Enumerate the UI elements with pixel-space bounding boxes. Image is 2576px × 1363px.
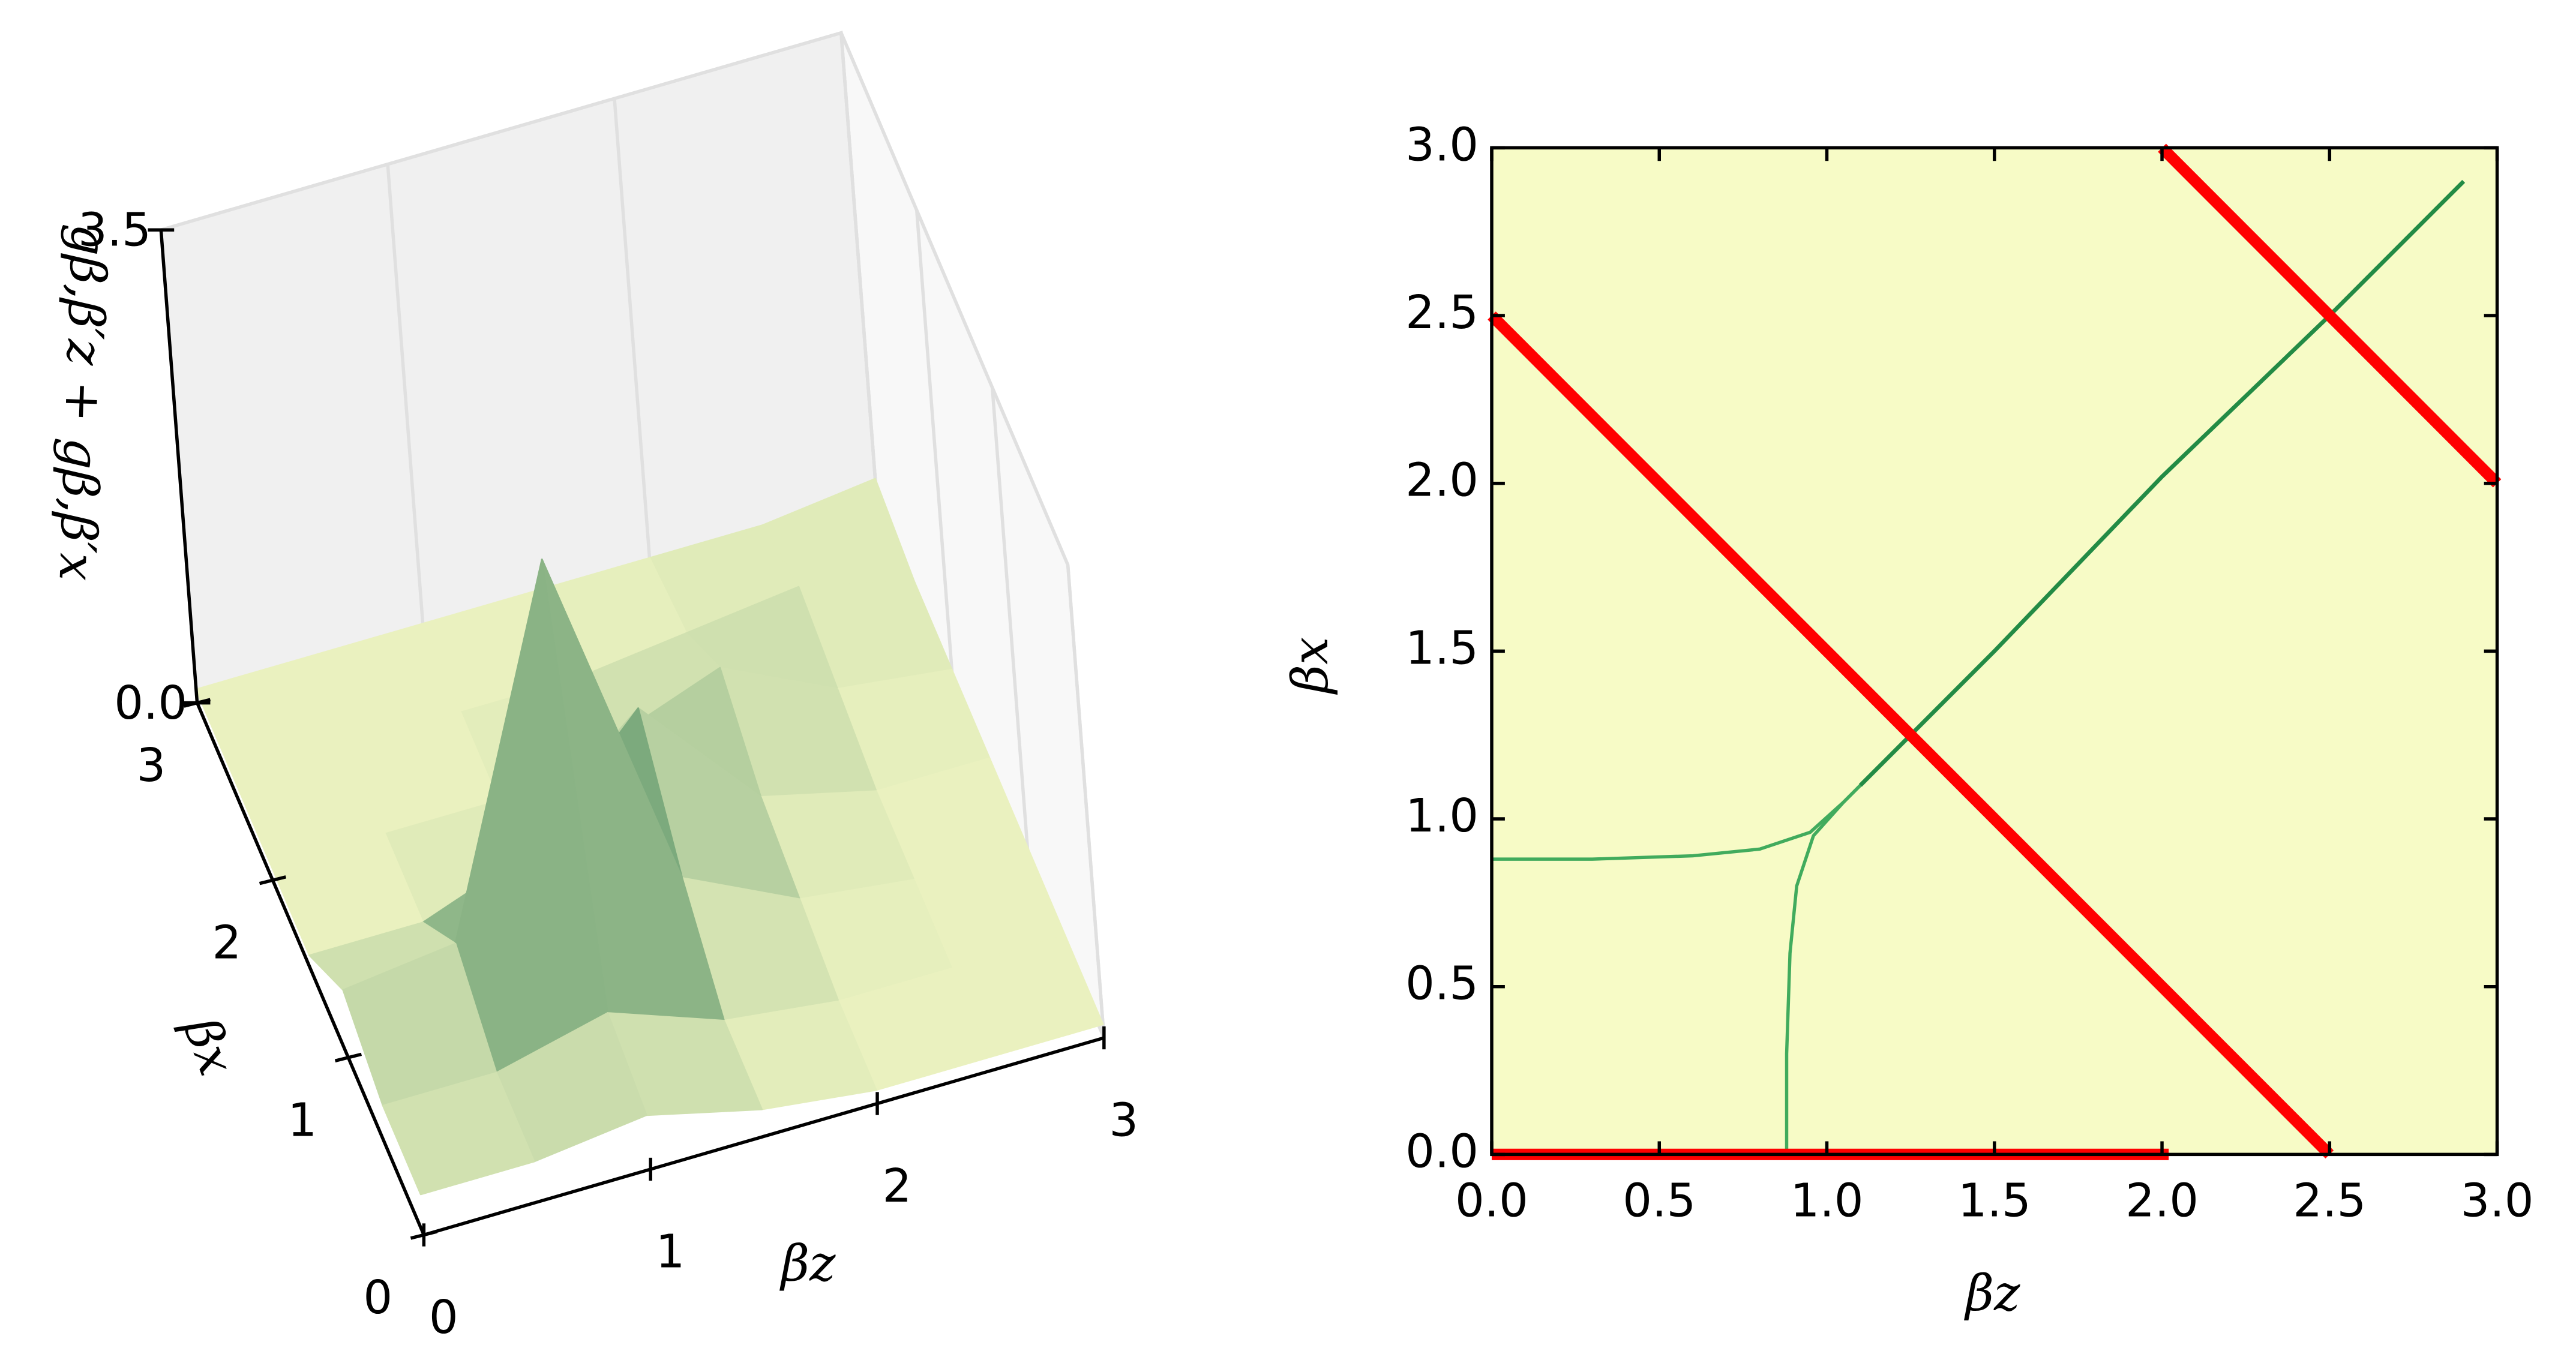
grid-line xyxy=(386,164,426,638)
x-tick-label: 2.0 xyxy=(2125,1174,2199,1227)
surface-patch xyxy=(382,1071,535,1196)
x-tick-label: 1 xyxy=(656,1225,685,1278)
x-tick-label: 0.0 xyxy=(1455,1174,1528,1227)
series-line xyxy=(2158,143,2502,488)
x-axis-label: βz xyxy=(779,1236,836,1293)
y-axis-label: βx xyxy=(1282,637,1339,695)
z-tick-label: 0.0 xyxy=(114,677,187,730)
y-tick-label: 0.0 xyxy=(1405,1125,1479,1178)
series-line xyxy=(1858,179,2466,787)
y-tick-label: 2.0 xyxy=(1405,454,1479,508)
x-tick-label: 1.5 xyxy=(1958,1174,2031,1227)
plot-3d: 0 1 2 3 0 1 2 3 0.0 3.5 xyxy=(78,31,1138,1344)
x-tick-label: 0.5 xyxy=(1623,1174,1696,1227)
y-tick-label: 1.0 xyxy=(1405,789,1479,843)
x-tick-label: 3.0 xyxy=(2461,1174,2534,1227)
plot-2d: 0.0 0.5 1.0 1.5 2.0 2.5 3.0 0.0 0.5 1.0 1.5 2.0 2.5 3… xyxy=(1405,118,2533,1227)
y-axis-label: βx xyxy=(172,1008,245,1082)
grid-line xyxy=(990,387,1030,861)
y-tick-label: 0.5 xyxy=(1405,957,1479,1011)
grid-line xyxy=(915,210,955,683)
x-tick-label: 0 xyxy=(429,1291,458,1344)
y-tick-label: 3.0 xyxy=(1405,118,1479,172)
x-tick-label: 2 xyxy=(882,1160,911,1213)
y-tick-label: 1 xyxy=(287,1094,317,1147)
axis-line xyxy=(423,1036,1105,1237)
grid-line xyxy=(839,32,879,506)
y-tick-label: 2 xyxy=(212,917,241,970)
tick-mark xyxy=(334,1052,362,1062)
y-tick-label: 0 xyxy=(363,1271,392,1325)
z-tick-label: 3.5 xyxy=(78,204,151,257)
x-tick-label: 3 xyxy=(1109,1094,1138,1147)
series-line xyxy=(1488,311,2334,1159)
y-tick-label: 3 xyxy=(137,739,166,792)
y-tick-label: 1.5 xyxy=(1405,622,1479,675)
series-line xyxy=(1785,784,1862,1155)
axis-line xyxy=(196,702,425,1236)
x-axis-label: βz xyxy=(1964,1265,2020,1322)
x-tick-label: 2.5 xyxy=(2293,1174,2366,1227)
tick-mark xyxy=(259,875,287,885)
grid-line xyxy=(1066,565,1106,1038)
z-axis-label: gβ,β′z + gβ,β′x xyxy=(48,223,118,582)
grid-line xyxy=(160,31,1070,566)
grid-line xyxy=(613,98,652,572)
y-tick-label: 2.5 xyxy=(1405,286,1479,340)
x-tick-label: 1.0 xyxy=(1791,1174,1864,1227)
axis-line xyxy=(159,230,199,703)
tick-mark xyxy=(410,1230,437,1240)
